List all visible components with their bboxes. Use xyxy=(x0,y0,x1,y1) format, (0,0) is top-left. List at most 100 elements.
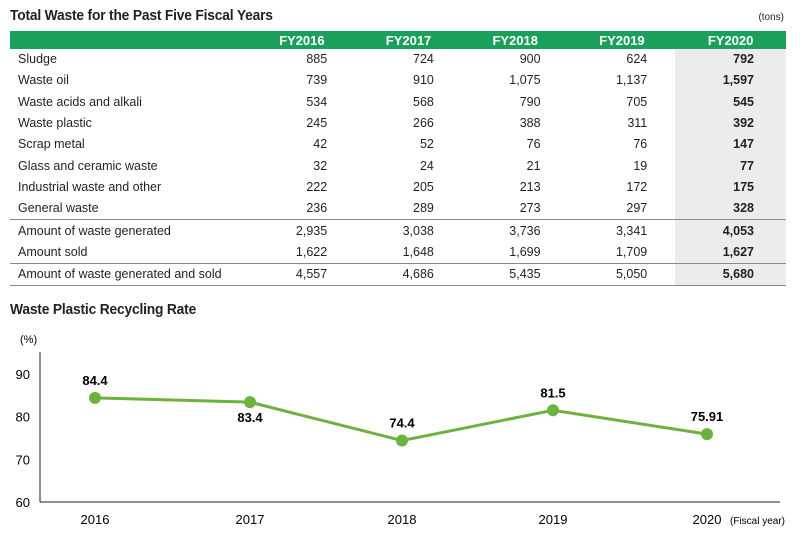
column-header: FY2018 xyxy=(461,31,569,49)
table-header-row: FY2016 FY2017 FY2018 FY2019 FY2020 xyxy=(10,31,786,49)
x-tick-label: 2016 xyxy=(81,512,110,527)
table-cell: 4,053 xyxy=(675,219,786,242)
table-cell: 21 xyxy=(526,158,541,173)
y-axis-unit: (%) xyxy=(20,334,37,346)
table-body: Sludge 885 724 900 624 792 Waste oil 739 910 1,07… xyxy=(10,49,786,287)
table-cell: 266 xyxy=(413,116,434,131)
table-cell: 175 xyxy=(675,176,786,199)
chart-title: Waste Plastic Recycling Rate xyxy=(10,301,197,318)
table-cell: 545 xyxy=(675,91,786,113)
waste-table: FY2016 FY2017 FY2018 FY2019 FY2020 Sludg… xyxy=(10,31,786,287)
table-cell: 792 xyxy=(675,49,786,71)
table-cell: 205 xyxy=(413,179,434,194)
table-cell: 624 xyxy=(626,52,648,67)
table-cell: 1,627 xyxy=(675,241,786,264)
table-cell: 289 xyxy=(413,201,434,216)
table-cell: 172 xyxy=(626,179,648,194)
chart-marks: 84.4 83.4 74.4 81.5 75.91 xyxy=(82,373,723,447)
table-cell: 3,736 xyxy=(461,219,569,242)
row-label: Industrial waste and other xyxy=(18,179,162,194)
data-label: 74.4 xyxy=(389,416,415,431)
table-cell: 311 xyxy=(627,116,648,131)
table-cell: 705 xyxy=(626,94,648,109)
table-cell: 273 xyxy=(519,201,541,216)
table-cell: 52 xyxy=(419,137,434,152)
table-cell: 724 xyxy=(413,52,434,67)
table-cell: 1,648 xyxy=(402,244,434,259)
table-row: Amount sold 1,622 1,648 1,699 1,709 1,627 xyxy=(10,241,786,264)
header-blank xyxy=(10,31,249,49)
table-cell: 1,699 xyxy=(509,244,541,259)
data-point xyxy=(547,404,559,417)
table-cell: 222 xyxy=(306,179,328,194)
data-point xyxy=(396,434,408,447)
row-label: Sludge xyxy=(18,52,57,67)
table-cell: 245 xyxy=(306,116,328,131)
data-label: 75.91 xyxy=(691,409,724,424)
table-row: Industrial waste and other 222 205 213 172 17… xyxy=(10,176,786,199)
table-cell: 236 xyxy=(306,201,328,216)
data-point xyxy=(89,391,101,404)
table-cell: 910 xyxy=(413,73,434,88)
column-header: FY2020 xyxy=(675,31,786,49)
y-tick-label: 90 xyxy=(16,367,30,382)
y-tick-label: 80 xyxy=(16,410,30,425)
table-cell: 392 xyxy=(675,112,786,135)
table-cell: 42 xyxy=(313,137,328,152)
table-cell: 147 xyxy=(675,134,786,156)
x-tick-label: 2018 xyxy=(388,512,417,527)
table-cell: 1,622 xyxy=(295,244,328,259)
column-header: FY2016 xyxy=(248,31,356,49)
table-row: Amount of waste generated 2,935 3,038 3,736… xyxy=(10,219,786,242)
data-label: 84.4 xyxy=(82,373,108,388)
table-cell: 3,341 xyxy=(568,219,676,242)
table-cell: 885 xyxy=(306,52,328,67)
table-cell: 76 xyxy=(633,137,648,152)
table-cell: 5,435 xyxy=(461,262,569,287)
row-label: Waste oil xyxy=(18,73,69,88)
data-point xyxy=(244,396,256,409)
row-label: Waste plastic xyxy=(18,116,92,131)
table-cell: 1,137 xyxy=(615,73,648,88)
data-label: 83.4 xyxy=(237,410,263,425)
table-row: Sludge 885 724 900 624 792 xyxy=(10,49,786,71)
row-label: Waste acids and alkali xyxy=(18,94,142,109)
table-row: Amount of waste generated and sold 4,557 4… xyxy=(10,262,786,287)
table-title: Total Waste for the Past Five Fiscal Yea… xyxy=(10,7,273,24)
x-tick-label: 2019 xyxy=(539,512,568,527)
table-cell: 328 xyxy=(675,198,786,220)
y-tick-label: 70 xyxy=(16,452,30,467)
table-row: Waste acids and alkali 534 568 790 705 545 xyxy=(10,91,786,113)
x-axis-label: (Fiscal year) xyxy=(730,516,785,527)
table-row: Waste plastic 245 266 388 311 392 xyxy=(10,112,786,135)
table-cell: 77 xyxy=(675,155,786,177)
column-header: FY2019 xyxy=(568,31,676,49)
table-row: Waste oil 739 910 1,075 1,137 1,597 xyxy=(10,70,786,92)
data-point xyxy=(701,428,713,441)
x-tick-label: 2017 xyxy=(236,512,265,527)
row-label: Amount of waste generated xyxy=(10,219,249,242)
table-cell: 900 xyxy=(519,52,541,67)
table-cell: 1,075 xyxy=(509,73,541,88)
table-cell: 1,709 xyxy=(615,244,648,259)
table-cell: 739 xyxy=(306,73,328,88)
table-cell: 4,557 xyxy=(248,262,356,287)
table-cell: 213 xyxy=(519,179,541,194)
table-units: (tons) xyxy=(758,12,784,23)
row-label: Scrap metal xyxy=(18,137,85,152)
table-row: Scrap metal 42 52 76 76 147 xyxy=(10,134,786,156)
table-row: General waste 236 289 273 297 328 xyxy=(10,198,786,220)
table-cell: 297 xyxy=(626,201,648,216)
table-row: Glass and ceramic waste 32 24 21 19 77 xyxy=(10,155,786,177)
row-label: General waste xyxy=(18,201,99,216)
y-tick-label: 60 xyxy=(16,495,30,510)
table-cell: 76 xyxy=(526,137,541,152)
table-cell: 5,050 xyxy=(568,262,676,287)
table-cell: 24 xyxy=(419,158,434,173)
table-cell: 3,038 xyxy=(355,219,462,242)
table-cell: 19 xyxy=(633,158,648,173)
table-cell: 2,935 xyxy=(248,219,356,242)
table-cell: 1,597 xyxy=(675,70,786,92)
chart-axes: (%) 60 70 80 90 2016 2017 2018 2019 2020 (Fiscal y… xyxy=(16,334,785,527)
